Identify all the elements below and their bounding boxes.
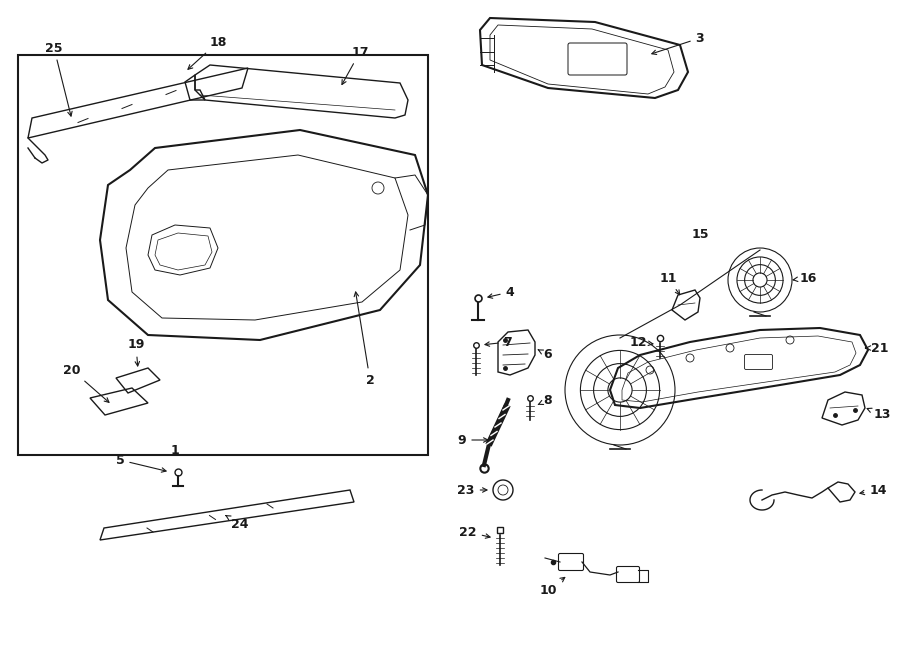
Text: 17: 17 [342, 46, 369, 85]
Text: 6: 6 [538, 348, 553, 361]
Text: 13: 13 [867, 408, 891, 422]
Text: 9: 9 [458, 434, 488, 446]
Text: 18: 18 [188, 36, 227, 70]
Text: 3: 3 [652, 32, 705, 54]
Text: 23: 23 [457, 483, 487, 496]
Text: 1: 1 [171, 444, 179, 457]
Text: 22: 22 [459, 526, 490, 538]
Text: 7: 7 [485, 336, 512, 348]
Text: 15: 15 [691, 228, 709, 242]
Text: 16: 16 [793, 271, 816, 285]
Text: 5: 5 [115, 453, 166, 472]
Text: 12: 12 [629, 336, 652, 348]
Text: 8: 8 [538, 393, 553, 406]
Text: 20: 20 [63, 363, 109, 402]
Text: 21: 21 [866, 342, 889, 354]
Text: 24: 24 [226, 516, 248, 530]
Text: 2: 2 [355, 292, 374, 387]
Bar [18, 55, 428, 455]
Text: 10: 10 [539, 577, 565, 596]
Text: 14: 14 [860, 483, 886, 496]
Text: 25: 25 [45, 42, 72, 116]
Text: 19: 19 [127, 338, 145, 366]
Text: 11: 11 [659, 271, 680, 295]
Text: 4: 4 [488, 285, 515, 299]
